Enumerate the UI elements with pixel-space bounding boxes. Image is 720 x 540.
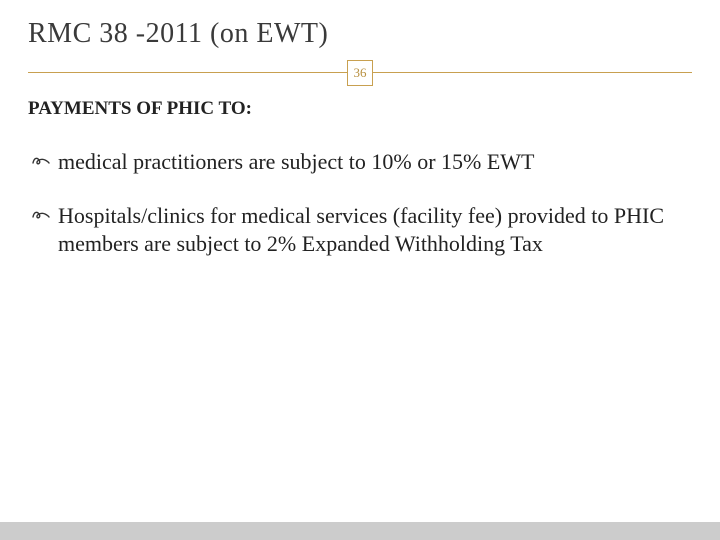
footer-bar xyxy=(0,522,720,540)
page-number-badge: 36 xyxy=(347,60,373,86)
slide-container: RMC 38 -2011 (on EWT) 36 PAYMENTS OF PHI… xyxy=(0,0,720,540)
scribble-bullet-icon xyxy=(32,208,50,222)
slide-title: RMC 38 -2011 (on EWT) xyxy=(28,18,692,60)
scribble-bullet-icon xyxy=(32,154,50,168)
title-divider: 36 xyxy=(28,60,692,88)
section-subheading: PAYMENTS OF PHIC TO: xyxy=(28,98,692,120)
list-item: Hospitals/clinics for medical services (… xyxy=(32,202,688,258)
list-item-text: Hospitals/clinics for medical services (… xyxy=(58,203,664,256)
list-item: medical practitioners are subject to 10%… xyxy=(32,148,688,176)
list-item-text: medical practitioners are subject to 10%… xyxy=(58,149,535,174)
bullet-list: medical practitioners are subject to 10%… xyxy=(28,148,692,258)
